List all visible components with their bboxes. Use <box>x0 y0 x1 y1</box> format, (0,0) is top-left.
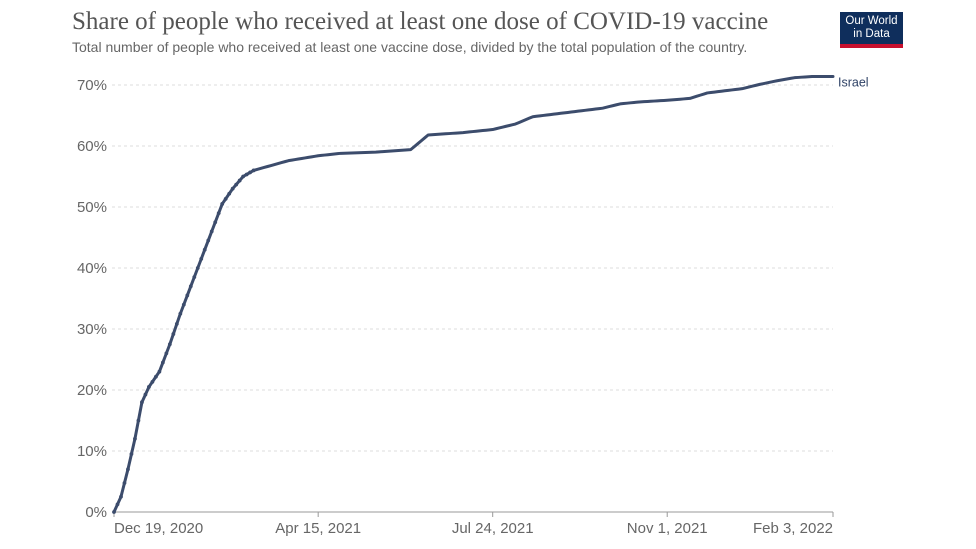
data-point <box>143 392 148 397</box>
chart-subtitle: Total number of people who received at l… <box>72 39 748 55</box>
y-tick-label: 50% <box>77 199 107 216</box>
data-point <box>244 172 249 177</box>
data-point <box>216 211 221 216</box>
data-point <box>202 247 207 252</box>
y-axis: 0% 10% 20% 30% 40% 50% 60% 70% <box>77 77 107 521</box>
data-point <box>140 400 144 405</box>
data-point <box>171 332 176 336</box>
data-point <box>153 374 158 379</box>
data-point <box>115 502 120 507</box>
data-point <box>223 196 228 201</box>
x-tick-label: Dec 19, 2020 <box>114 520 203 537</box>
series-line-israel[interactable] <box>112 74 835 514</box>
data-point <box>119 494 123 499</box>
y-tick-label: 30% <box>77 321 107 338</box>
x-tick-label: Nov 1, 2021 <box>627 520 708 537</box>
data-point <box>206 238 211 243</box>
data-point <box>126 467 130 472</box>
x-tick-label: Apr 15, 2021 <box>275 520 361 537</box>
data-point <box>181 302 186 307</box>
data-point <box>234 182 239 187</box>
data-point <box>157 369 162 374</box>
data-point <box>129 452 134 456</box>
data-point <box>150 379 155 384</box>
data-point <box>122 481 127 485</box>
data-point <box>178 311 183 316</box>
x-tick-label: Feb 3, 2022 <box>753 520 833 537</box>
data-point <box>112 510 116 514</box>
y-tick-label: 40% <box>77 260 107 277</box>
data-point <box>147 385 151 389</box>
grid-lines <box>112 84 833 452</box>
data-point <box>199 256 204 261</box>
y-tick-label: 0% <box>85 504 107 521</box>
data-point <box>133 436 137 441</box>
data-point <box>192 275 197 280</box>
data-point <box>174 322 179 326</box>
data-point <box>241 174 246 179</box>
data-point <box>213 220 218 225</box>
data-point <box>209 229 214 234</box>
data-point <box>136 418 141 423</box>
x-axis: Dec 19, 2020 Apr 15, 2021 Jul 24, 2021 Nov … <box>113 511 834 537</box>
data-point <box>167 342 172 347</box>
data-point <box>195 266 200 270</box>
data-point <box>230 186 235 191</box>
logo-line-2: in Data <box>853 28 890 40</box>
y-tick-label: 10% <box>77 443 107 460</box>
data-point <box>227 191 232 196</box>
y-tick-label: 70% <box>77 77 107 94</box>
data-point <box>220 202 225 206</box>
data-point <box>188 284 193 289</box>
owid-logo[interactable]: Our World in Data <box>840 12 903 48</box>
y-tick-label: 60% <box>77 138 107 155</box>
y-tick-label: 20% <box>77 382 107 399</box>
data-point <box>185 293 190 298</box>
x-tick-label: Jul 24, 2021 <box>452 520 534 537</box>
logo-line-1: Our World <box>845 15 898 27</box>
data-point <box>164 351 169 356</box>
data-point <box>248 170 253 175</box>
chart-title: Share of people who received at least on… <box>72 8 769 35</box>
data-point <box>251 168 256 173</box>
data-point <box>160 360 165 365</box>
data-point <box>237 178 242 183</box>
series-label-israel[interactable]: Israel <box>838 75 869 89</box>
series-layer: Israel <box>112 74 869 514</box>
